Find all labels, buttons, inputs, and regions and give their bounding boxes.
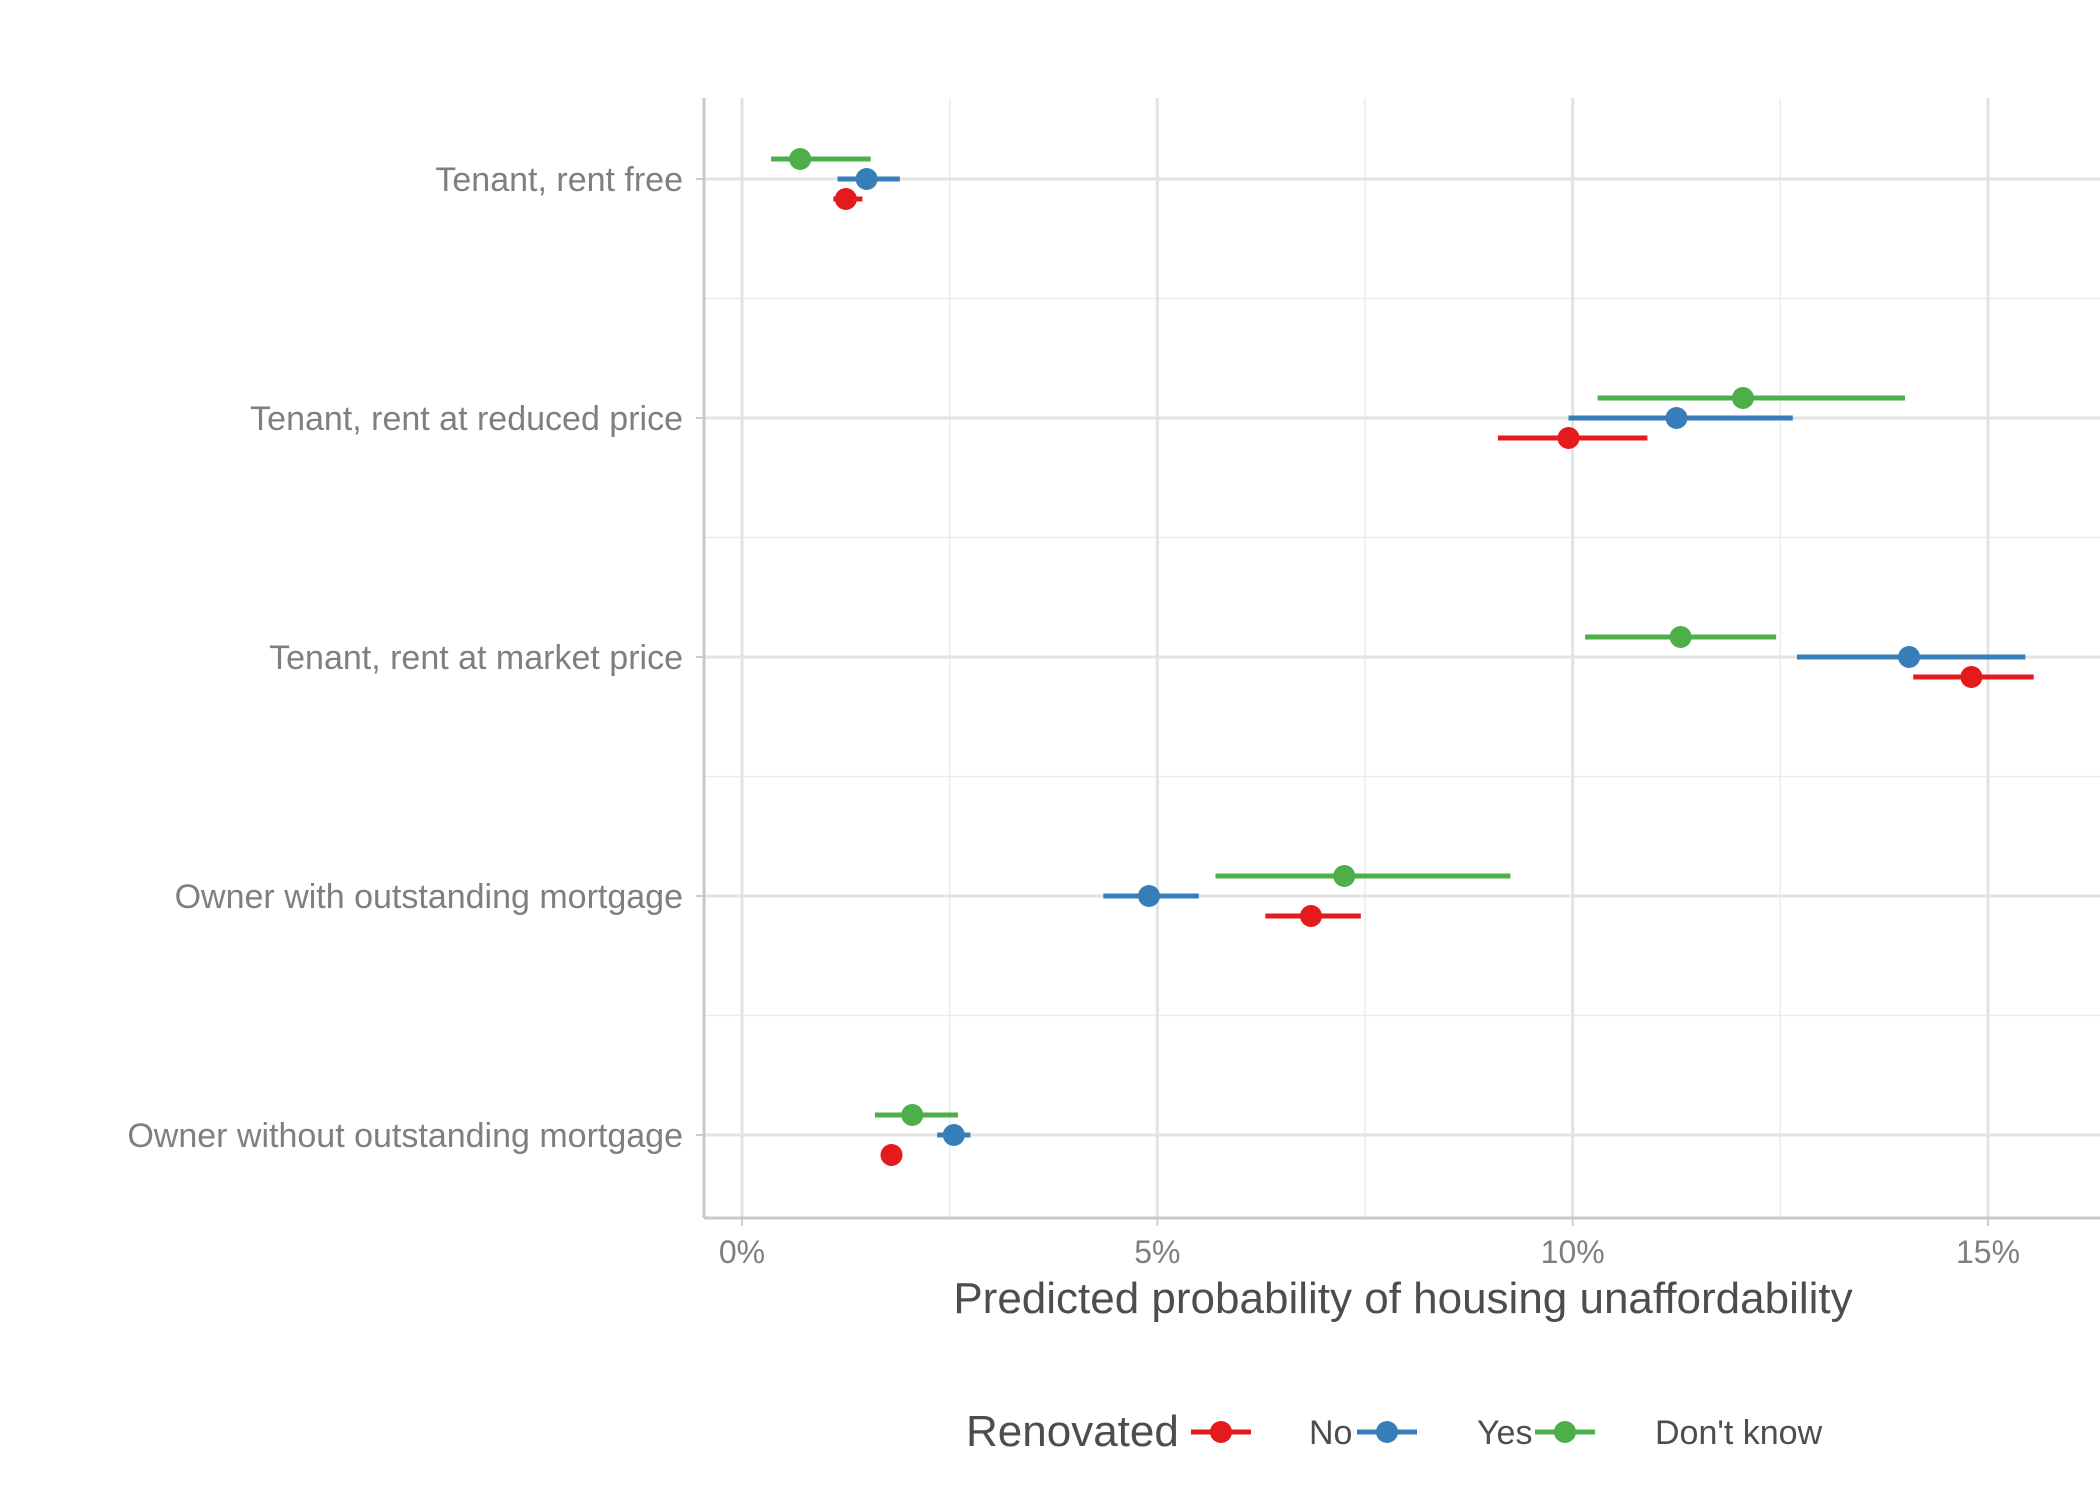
axes xyxy=(696,98,2100,1226)
estimate-point xyxy=(1333,865,1356,887)
estimate-point xyxy=(880,1144,903,1166)
x-tick-labels: 0% 5% 10% 15% xyxy=(719,1234,2020,1270)
estimate-point xyxy=(1898,646,1921,668)
category-label: Owner without outstanding mortgage xyxy=(127,1117,683,1155)
x-tick-label: 0% xyxy=(719,1234,765,1270)
estimate-point xyxy=(1300,905,1323,927)
category-label: Tenant, rent at reduced price xyxy=(250,400,683,438)
legend-label: Yes xyxy=(1477,1414,1532,1452)
data-marks xyxy=(771,148,2034,1166)
legend-key-point xyxy=(1554,1421,1576,1443)
estimate-point xyxy=(1138,885,1161,907)
x-tick-label: 5% xyxy=(1134,1234,1180,1270)
category-label: Owner with outstanding mortgage xyxy=(175,878,683,916)
legend-key-point xyxy=(1376,1421,1398,1443)
x-tick-label: 15% xyxy=(1956,1234,2020,1270)
legend-label: Don't know xyxy=(1655,1414,1823,1452)
estimate-point xyxy=(1557,427,1580,449)
x-axis-title: Predicted probability of housing unaffor… xyxy=(953,1274,1852,1323)
category-labels: Tenant, rent free Tenant, rent at reduced… xyxy=(127,161,683,1155)
category-label: Tenant, rent free xyxy=(435,161,683,199)
estimate-point xyxy=(855,168,878,190)
estimate-point xyxy=(942,1124,965,1146)
category-label: Tenant, rent at market price xyxy=(269,639,683,677)
estimate-point xyxy=(1669,626,1692,648)
legend: Renovated No Yes Don't know xyxy=(966,1407,1823,1456)
legend-key-point xyxy=(1210,1421,1232,1443)
legend-title: Renovated xyxy=(966,1407,1179,1456)
x-tick-label: 10% xyxy=(1541,1234,1605,1270)
estimate-point xyxy=(1665,407,1688,429)
estimate-point xyxy=(1731,387,1754,409)
estimate-point xyxy=(1960,666,1983,688)
estimate-point xyxy=(789,148,812,170)
estimate-point xyxy=(834,188,857,210)
legend-label: No xyxy=(1309,1414,1352,1452)
estimate-point xyxy=(901,1104,924,1126)
